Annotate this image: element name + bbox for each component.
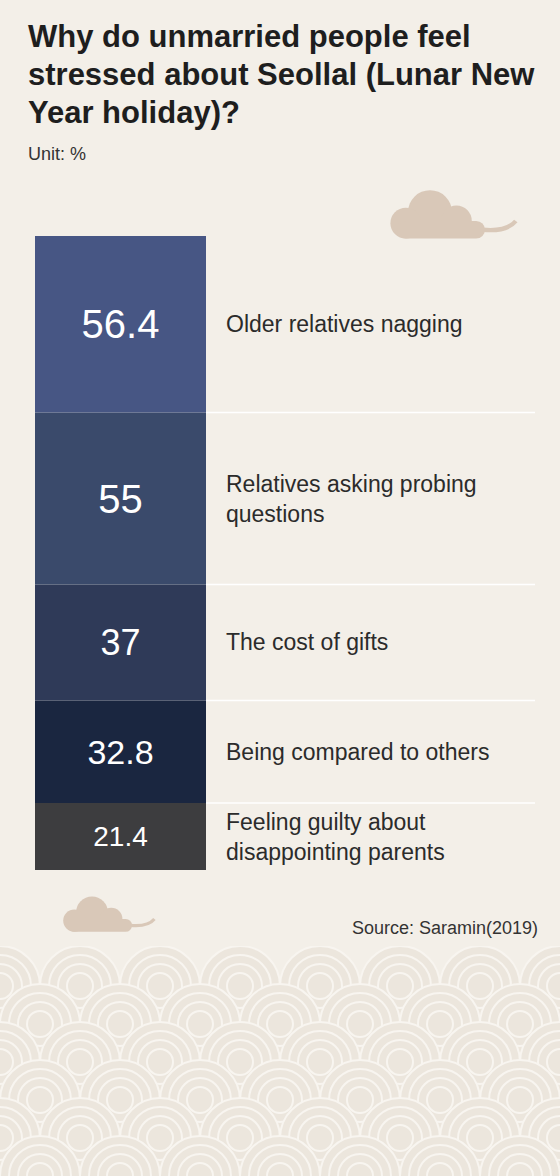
html-text:Why do unmarried people feel s: Why do unmarried people feel stressed ab…: [28, 19, 535, 130]
svg-text:32.8: 32.8: [87, 733, 153, 771]
svg-text:56.4: 56.4: [82, 302, 160, 346]
svg-text:37: 37: [100, 622, 140, 663]
svg-text:21.4: 21.4: [93, 821, 148, 852]
html-text:Source: Saramin(2019): Source: Saramin(2019): [351, 918, 538, 938]
svg-text:The cost of gifts: The cost of gifts: [226, 629, 388, 655]
svg-text:Being compared to others: Being compared to others: [226, 739, 489, 765]
svg-text:Older relatives nagging: Older relatives nagging: [226, 311, 463, 337]
html-text:Unit: %: Unit: %: [28, 144, 86, 164]
svg-text:55: 55: [98, 477, 143, 521]
svg-text:Feeling guilty aboutdisappoint: Feeling guilty aboutdisappointing parent…: [226, 809, 445, 865]
svg-text:Relatives asking probingquesti: Relatives asking probingquestions: [226, 471, 477, 527]
